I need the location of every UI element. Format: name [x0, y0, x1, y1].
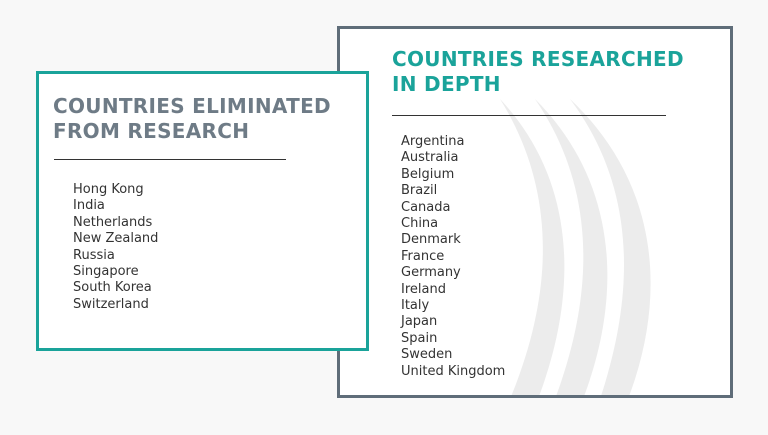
- country-list-item: Germany: [401, 265, 461, 281]
- country-list-item: Argentina: [401, 134, 465, 149]
- researched-country-list: Argentina Australia Belgium Brazil Canad…: [401, 134, 505, 380]
- country-list-item: France: [401, 248, 445, 264]
- eliminated-title-line-1: COUNTRIES ELIMINATED: [53, 94, 331, 118]
- country-list-item: Netherlands: [73, 214, 153, 230]
- countries-researched-card: COUNTRIES RESEARCHED IN DEPTH Argentina …: [337, 26, 733, 398]
- country-list-item: Canada: [401, 199, 451, 215]
- eliminated-title-line-2: FROM RESEARCH: [53, 119, 250, 143]
- eliminated-country-list: Hong Kong India Netherlands New Zealand …: [73, 182, 158, 313]
- country-list-item: Switzerland: [73, 296, 149, 312]
- country-list-item: Singapore: [73, 264, 139, 280]
- country-list-item: Ireland: [401, 281, 446, 297]
- country-list-item: Brazil: [401, 183, 438, 199]
- country-list-item: United Kingdom: [401, 363, 506, 379]
- country-list-item: Sweden: [401, 347, 453, 363]
- swoosh-watermark-graphic: [500, 99, 651, 395]
- researched-divider: [392, 115, 666, 116]
- country-list-item: New Zealand: [73, 231, 159, 247]
- country-list-item: Belgium: [401, 166, 455, 182]
- eliminated-title: COUNTRIES ELIMINATED FROM RESEARCH: [53, 94, 331, 144]
- country-list-item: Italy: [401, 298, 430, 314]
- country-list-item: Japan: [401, 314, 438, 330]
- country-list-item: India: [73, 198, 105, 214]
- researched-title-line-1: COUNTRIES RESEARCHED: [392, 47, 684, 71]
- countries-eliminated-card: COUNTRIES ELIMINATED FROM RESEARCH Hong …: [36, 71, 369, 351]
- country-list-item: Spain: [401, 330, 438, 346]
- country-list-item: Russia: [73, 247, 115, 263]
- researched-title: COUNTRIES RESEARCHED IN DEPTH: [392, 47, 684, 97]
- country-list-item: South Korea: [73, 280, 152, 296]
- eliminated-divider: [54, 159, 286, 160]
- country-list-item: Australia: [401, 150, 459, 166]
- researched-title-line-2: IN DEPTH: [392, 72, 501, 96]
- country-list-item: Denmark: [401, 232, 461, 248]
- country-list-item: China: [401, 216, 439, 232]
- country-list-item: Hong Kong: [73, 182, 144, 197]
